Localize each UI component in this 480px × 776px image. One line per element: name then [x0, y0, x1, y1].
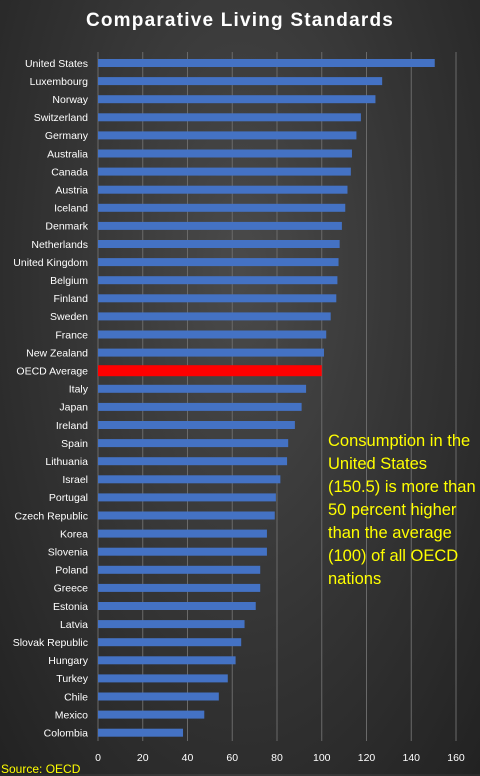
bar: [98, 330, 327, 339]
category-label: Netherlands: [31, 239, 88, 251]
bar-highlight: [98, 365, 322, 377]
chart-annotation: Consumption in the United States (150.5)…: [328, 432, 476, 588]
x-tick-label: 120: [358, 752, 376, 764]
bar: [98, 59, 435, 67]
bar: [98, 493, 276, 502]
category-label: Ireland: [56, 420, 88, 432]
bar: [98, 77, 383, 86]
category-label: Luxembourg: [30, 76, 89, 88]
source-note: Source: OECD: [1, 762, 81, 776]
bar: [98, 728, 184, 737]
bar: [98, 131, 357, 140]
category-label: Mexico: [55, 709, 88, 721]
category-label: Greece: [54, 583, 89, 595]
bar: [98, 203, 346, 212]
x-tick-label: 20: [137, 752, 149, 764]
bar: [98, 692, 219, 701]
category-label: Iceland: [54, 203, 88, 215]
category-label: Denmark: [45, 221, 88, 233]
bar: [98, 547, 267, 556]
bar: [98, 221, 342, 230]
x-tick-label: 160: [447, 752, 465, 764]
category-label: Estonia: [53, 601, 88, 613]
bar: [98, 475, 281, 484]
bar: [98, 167, 351, 176]
bar: [98, 565, 261, 574]
category-label: OECD Average: [16, 366, 88, 378]
category-label: Spain: [61, 438, 88, 450]
category-label: Chile: [64, 691, 88, 703]
category-label: Japan: [59, 402, 88, 414]
category-label: Italy: [69, 384, 89, 396]
category-label: Israel: [62, 474, 88, 486]
category-label: New Zealand: [26, 347, 88, 359]
category-labels: United States Luxembourg Norway Switzerland…: [13, 58, 89, 740]
bar: [98, 402, 302, 411]
category-label: Switzerland: [34, 112, 88, 124]
category-label: Norway: [52, 94, 88, 106]
bars: [98, 59, 435, 737]
category-label: Sweden: [50, 311, 88, 323]
category-label: United Kingdom: [13, 257, 88, 269]
x-tick-label: 140: [402, 752, 420, 764]
bar: [98, 294, 337, 303]
bar: [98, 620, 245, 629]
category-label: Turkey: [56, 673, 88, 685]
bar: [98, 529, 267, 538]
bar: [98, 421, 295, 429]
category-label: Germany: [45, 130, 89, 142]
x-tick-label: 0: [95, 752, 101, 764]
category-label: Slovenia: [48, 547, 88, 559]
category-label: Poland: [55, 565, 88, 577]
category-label: Austria: [55, 185, 88, 197]
bar: [98, 276, 338, 285]
x-tick-label: 100: [313, 752, 331, 764]
bar: [98, 113, 361, 122]
bar: [98, 384, 307, 393]
bar: [98, 583, 261, 592]
category-label: Canada: [51, 166, 88, 178]
bar: [98, 312, 331, 321]
category-label: Portugal: [49, 492, 88, 504]
bar: [98, 149, 352, 158]
x-tick-label: 80: [271, 752, 283, 764]
bar: [98, 258, 339, 267]
category-label: Latvia: [60, 619, 88, 631]
category-label: Slovak Republic: [13, 637, 88, 649]
bar: [98, 439, 289, 448]
x-tick-label: 40: [182, 752, 194, 764]
bar: [98, 710, 205, 719]
bar: [98, 656, 236, 665]
category-label: France: [55, 329, 88, 341]
bar: [98, 240, 340, 248]
bar: [98, 185, 348, 194]
bar: [98, 511, 275, 520]
chart-title: Comparative Living Standards: [85, 10, 395, 31]
category-label: Czech Republic: [14, 510, 88, 522]
x-axis-ticks: 0 20 40 60 80 100 120 140 160: [95, 752, 465, 764]
category-label: United States: [25, 58, 88, 70]
category-label: Colombia: [44, 728, 89, 740]
bar: [98, 95, 376, 104]
category-label: Australia: [47, 148, 88, 160]
bar: [98, 602, 256, 610]
bar: [98, 348, 324, 357]
category-label: Hungary: [48, 655, 88, 667]
category-label: Lithuania: [45, 456, 88, 468]
x-tick-label: 60: [226, 752, 238, 764]
category-label: Belgium: [50, 275, 88, 287]
bar: [98, 674, 228, 683]
bar: [98, 638, 242, 647]
category-label: Finland: [54, 293, 89, 305]
category-label: Korea: [60, 528, 88, 540]
bar: [98, 457, 288, 466]
